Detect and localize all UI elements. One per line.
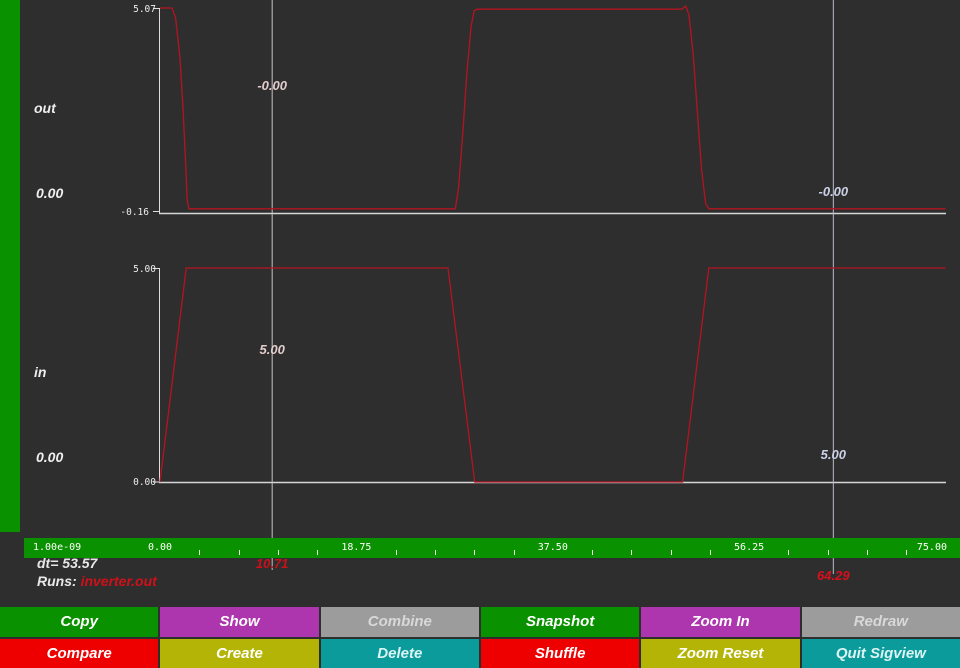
show-button[interactable]: Show <box>160 607 319 637</box>
cursor-2-time-value: 64.29 <box>817 568 850 583</box>
time-minor-tick <box>277 550 279 555</box>
copy-button[interactable]: Copy <box>0 607 159 637</box>
time-minor-tick <box>317 550 319 555</box>
cursor-2-out-value: -0.00 <box>818 184 849 199</box>
time-minor-tick <box>592 550 593 555</box>
runs-filename[interactable]: inverter.out <box>80 573 157 589</box>
cursor-delta-readout: dt= 53.57 <box>37 555 98 571</box>
time-minor-tick <box>434 550 436 555</box>
in-ymax-label: 5.00 <box>133 264 156 275</box>
time-minor-tick <box>395 550 397 555</box>
command-button-grid: Copy Show Combine Snapshot Zoom In Redra… <box>0 607 960 668</box>
waveform-plot-area[interactable]: 5.07 -0.16 5.00 0.00 <box>0 0 960 607</box>
snapshot-button[interactable]: Snapshot <box>480 607 640 637</box>
time-minor-tick <box>906 550 908 555</box>
cursor-1-time-value: 10.71 <box>255 556 289 571</box>
time-tick-label: 18.75 <box>341 542 372 553</box>
time-minor-tick <box>474 550 476 555</box>
time-minor-tick <box>238 550 240 555</box>
time-minor-tick <box>827 550 829 555</box>
time-tick-label: 75.00 <box>916 542 947 553</box>
in-ymin-label: 0.00 <box>133 477 156 488</box>
shuffle-button[interactable]: Shuffle <box>480 638 640 668</box>
in-waveform <box>159 267 946 483</box>
time-unit-label: 1.00e-09 <box>33 542 82 553</box>
signal-name-out[interactable]: out <box>34 100 56 116</box>
time-minor-tick <box>670 550 672 555</box>
delete-button[interactable]: Delete <box>320 638 479 668</box>
out-waveform <box>160 5 946 210</box>
signal-out-zero-label: 0.00 <box>36 185 64 201</box>
time-tick-label: 0.00 <box>147 542 173 553</box>
zoom-reset-button[interactable]: Zoom Reset <box>641 638 800 668</box>
compare-button[interactable]: Compare <box>0 638 159 668</box>
signal-name-in[interactable]: in <box>34 364 47 380</box>
signal-selector-bar[interactable] <box>0 0 20 532</box>
out-ymax-label: 5.07 <box>133 4 156 15</box>
time-minor-tick <box>866 550 868 555</box>
time-minor-tick <box>788 550 790 555</box>
redraw-button[interactable]: Redraw <box>801 607 960 637</box>
cursor-1-out-value: -0.00 <box>257 78 287 93</box>
signal-in-zero-label: 0.00 <box>36 449 64 465</box>
time-minor-tick <box>513 550 515 555</box>
time-minor-tick <box>709 550 711 555</box>
out-ymin-label: -0.16 <box>120 207 149 218</box>
runs-label: Runs: <box>37 573 77 589</box>
time-axis-bar[interactable]: 1.00e-09 0.00 18.75 37.50 56.25 75.00 <box>24 538 960 558</box>
time-tick-label: 56.25 <box>734 542 765 553</box>
cursor-2-in-value: 5.00 <box>820 447 846 462</box>
quit-sigview-button[interactable]: Quit Sigview <box>801 638 960 668</box>
create-button[interactable]: Create <box>160 638 319 668</box>
time-minor-tick <box>199 550 201 555</box>
runs-readout: Runs: inverter.out <box>37 573 157 589</box>
zoom-in-button[interactable]: Zoom In <box>641 607 800 637</box>
time-tick-label: 37.50 <box>537 542 568 553</box>
cursor-1-in-value: 5.00 <box>259 342 285 357</box>
combine-button[interactable]: Combine <box>320 607 479 637</box>
time-minor-tick <box>631 550 633 555</box>
